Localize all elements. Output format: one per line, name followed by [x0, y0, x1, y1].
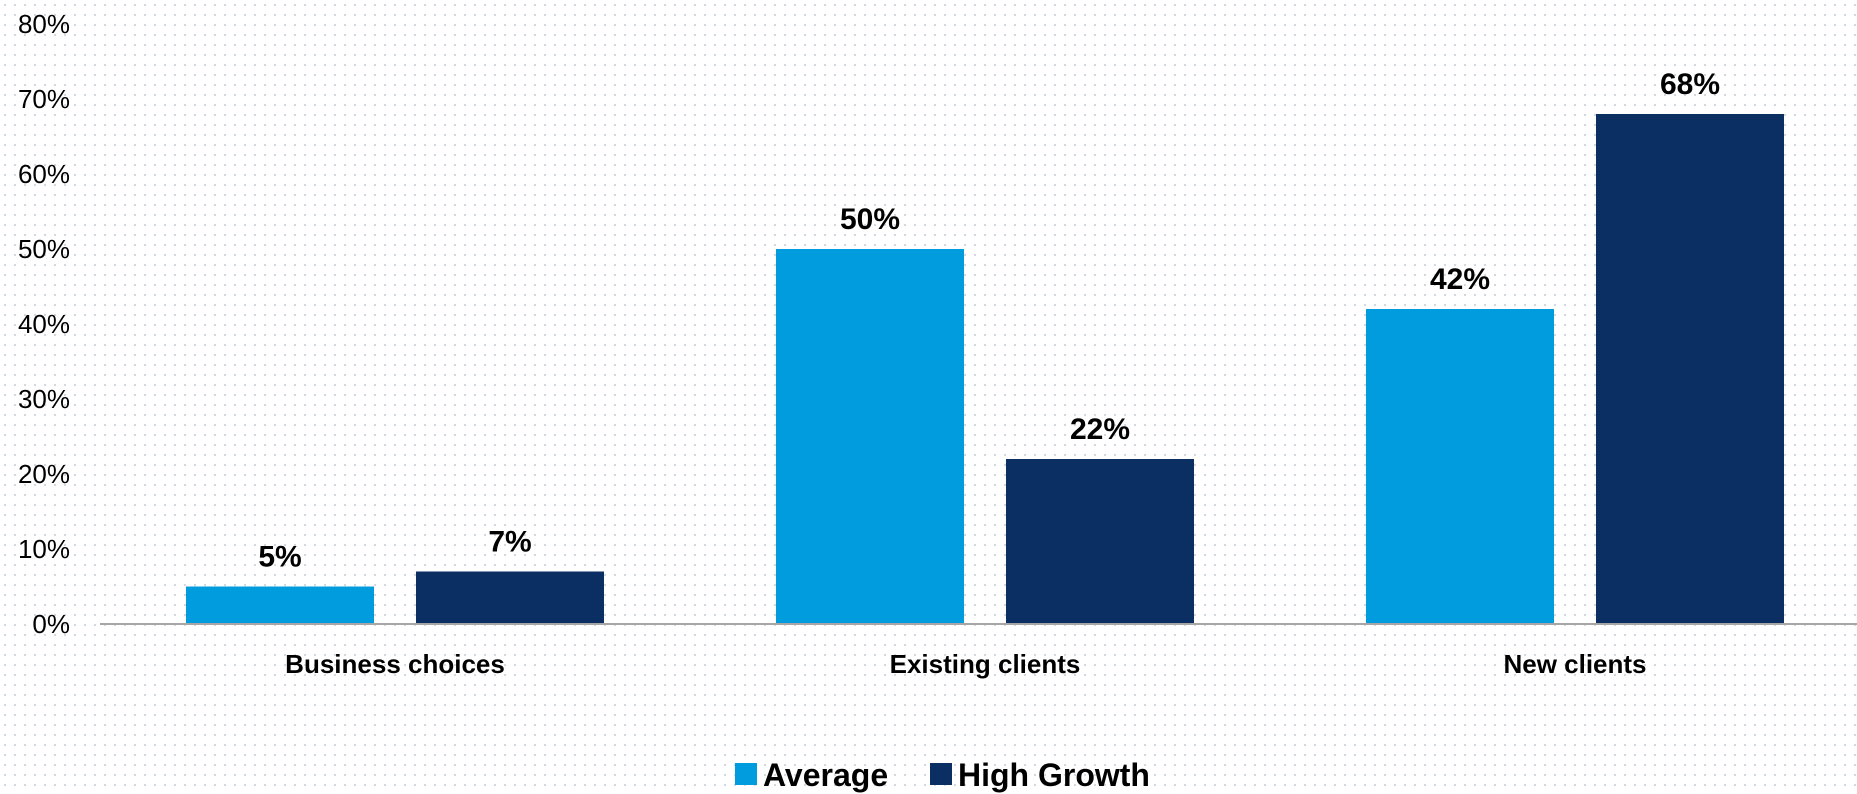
bar-high-growth [1596, 114, 1784, 624]
x-category-label: Business choices [285, 649, 505, 679]
bar-average [776, 249, 964, 624]
category-labels-group: Business choices Existing clients New clie… [285, 649, 1646, 679]
data-label: 42% [1430, 263, 1490, 296]
bars-group [186, 114, 1784, 624]
data-label: 50% [840, 203, 900, 236]
legend: Average High Growth [735, 757, 1150, 793]
bar-average [186, 586, 374, 624]
data-label: 5% [258, 541, 301, 574]
bar-high-growth [416, 571, 604, 624]
y-tick-label: 50% [18, 234, 70, 264]
data-label: 68% [1660, 68, 1720, 101]
bar-high-growth [1006, 459, 1194, 624]
y-tick-label: 60% [18, 159, 70, 189]
y-tick-label: 80% [18, 9, 70, 39]
data-label: 22% [1070, 413, 1130, 446]
legend-swatch [735, 763, 757, 785]
y-tick-label: 0% [32, 609, 70, 639]
y-axis-ticks: 0% 10% 20% 30% 40% 50% 60% 70% 80% [18, 9, 70, 639]
y-tick-label: 20% [18, 459, 70, 489]
legend-swatch [930, 763, 952, 785]
y-tick-label: 10% [18, 534, 70, 564]
legend-label: Average [763, 757, 888, 793]
data-label: 7% [488, 526, 531, 559]
legend-label: High Growth [958, 757, 1150, 793]
data-labels-group: 5% 50% 42% 7% 22% 68% [258, 68, 1720, 574]
y-tick-label: 70% [18, 84, 70, 114]
x-category-label: New clients [1503, 649, 1646, 679]
y-tick-label: 40% [18, 309, 70, 339]
x-category-label: Existing clients [890, 649, 1081, 679]
bar-average [1366, 309, 1554, 624]
y-tick-label: 30% [18, 384, 70, 414]
